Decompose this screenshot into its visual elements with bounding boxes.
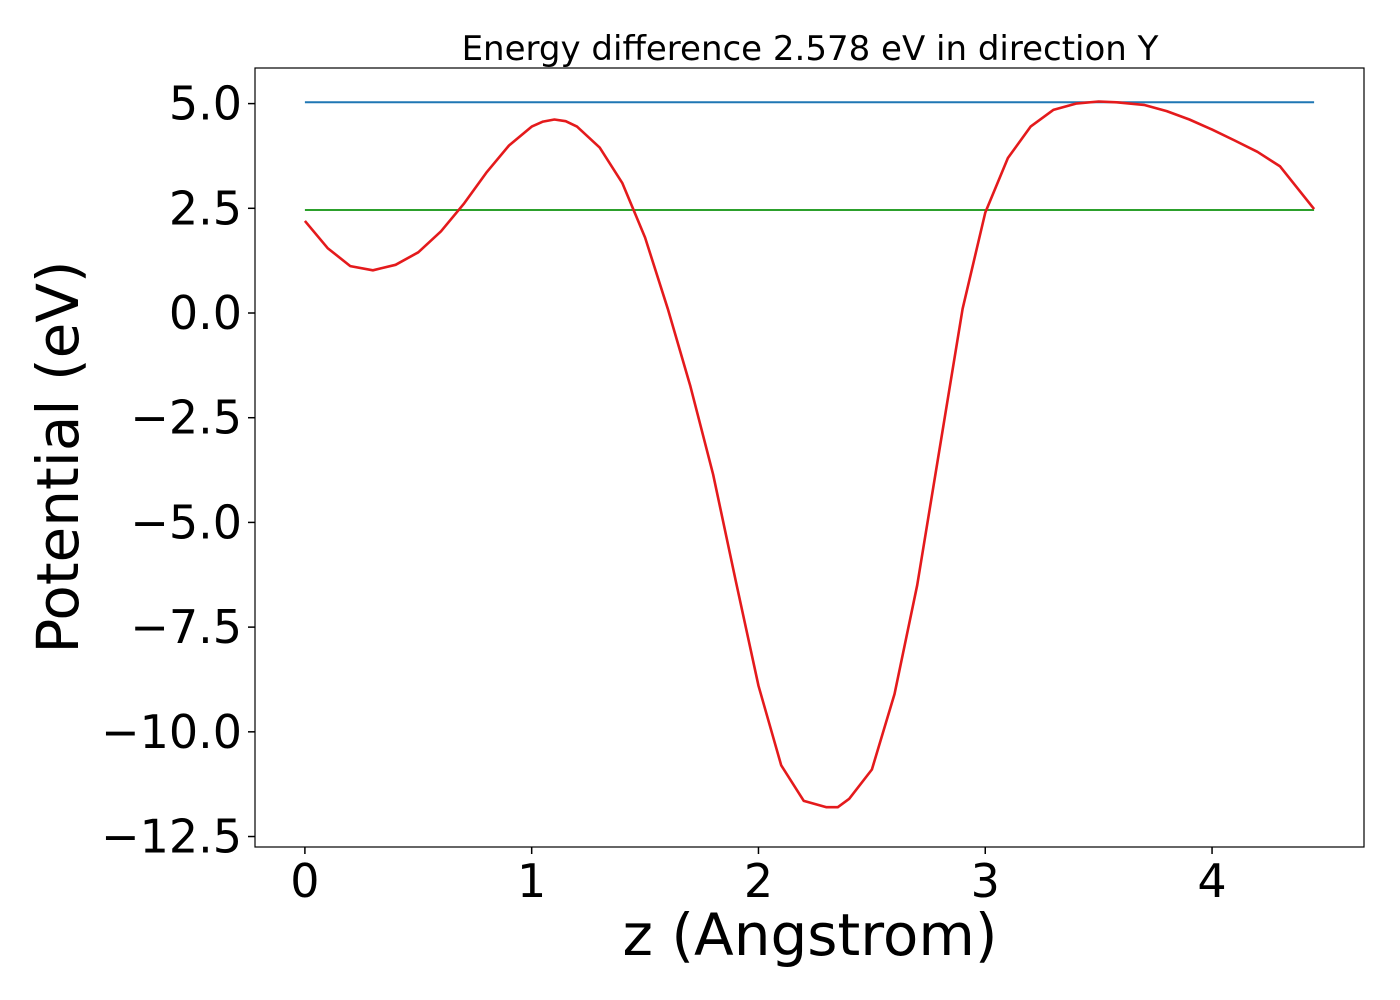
x-tick-label: 2 xyxy=(744,854,773,908)
x-tick-label: 3 xyxy=(971,854,1000,908)
x-tick-label: 4 xyxy=(1197,854,1226,908)
y-tick-label: −7.5 xyxy=(130,600,242,654)
y-tick-label: −10.0 xyxy=(101,705,242,759)
y-axis-label: Potential (eV) xyxy=(24,260,92,653)
x-tick-label: 1 xyxy=(517,854,546,908)
y-tick-label: −5.0 xyxy=(130,495,242,549)
series-line-3 xyxy=(303,100,1316,809)
x-tick-label: 0 xyxy=(290,854,319,908)
chart-title: Energy difference 2.578 eV in direction … xyxy=(462,29,1159,69)
y-tick-label: 2.5 xyxy=(169,181,242,235)
y-tick-label: −12.5 xyxy=(101,810,242,864)
y-tick-label: 5.0 xyxy=(169,77,242,131)
plot-frame xyxy=(254,67,1365,848)
y-tick-label: 0.0 xyxy=(169,286,242,340)
y-tick-label: −2.5 xyxy=(130,391,242,445)
x-axis: 0 1 2 3 4 xyxy=(290,847,1227,908)
y-axis: 5.0 2.5 0.0 −2.5 −5.0 −7.5 −10.0 −12.5 xyxy=(101,77,255,864)
series-layer xyxy=(303,100,1316,809)
x-axis-label: z (Angstrom) xyxy=(623,901,998,969)
